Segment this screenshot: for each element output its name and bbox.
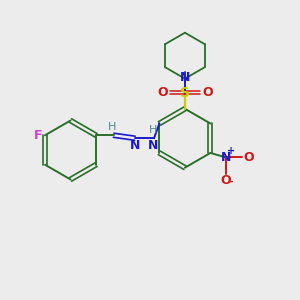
Text: +: + bbox=[227, 146, 235, 157]
Text: H: H bbox=[149, 125, 158, 135]
Text: O: O bbox=[157, 86, 168, 99]
Text: O: O bbox=[220, 173, 231, 187]
Text: N: N bbox=[180, 71, 190, 84]
Text: N: N bbox=[148, 139, 159, 152]
Text: O: O bbox=[202, 86, 213, 99]
Text: -: - bbox=[229, 177, 233, 187]
Text: O: O bbox=[243, 151, 254, 164]
Text: H: H bbox=[108, 122, 116, 132]
Text: N: N bbox=[130, 139, 140, 152]
Text: S: S bbox=[180, 85, 190, 100]
Text: F: F bbox=[33, 129, 42, 142]
Text: N: N bbox=[220, 151, 231, 164]
